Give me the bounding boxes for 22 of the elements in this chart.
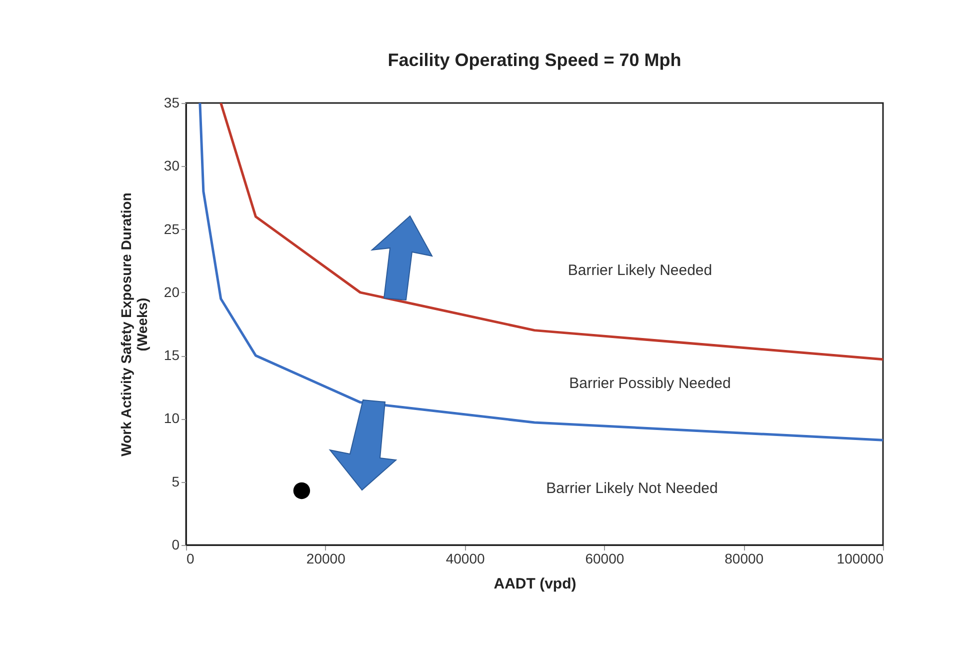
y-tick-label: 20: [164, 284, 180, 300]
x-tick-label: 40000: [446, 550, 485, 566]
annotation: Barrier Possibly Needed: [569, 375, 731, 392]
y-tick-label: 0: [172, 536, 180, 552]
x-tick-label: 0: [186, 550, 194, 566]
y-tick-label: 30: [164, 158, 180, 174]
y-axis-title: Work Activity Safety Exposure Duration (Weeks): [118, 192, 150, 456]
annotation: Barrier Likely Needed: [568, 262, 712, 279]
chart-title: Facility Operating Speed = 70 Mph: [388, 50, 682, 70]
x-tick-label: 100000: [836, 550, 884, 566]
x-tick-label: 80000: [724, 550, 764, 566]
y-tick-label: 35: [164, 94, 180, 110]
x-tick-label: 20000: [306, 550, 346, 566]
annotation: Barrier Likely Not Needed: [546, 480, 718, 497]
y-tick-label: 25: [164, 220, 180, 237]
y-tick-label: 10: [164, 410, 180, 426]
line-series: [220, 103, 883, 361]
y-tick-label: 15: [164, 347, 180, 364]
x-tick-label: 60000: [585, 550, 624, 566]
line-series: [198, 103, 883, 442]
y-tick-label: 5: [172, 473, 180, 490]
x-axis-title: AADT (vpd): [494, 576, 576, 592]
